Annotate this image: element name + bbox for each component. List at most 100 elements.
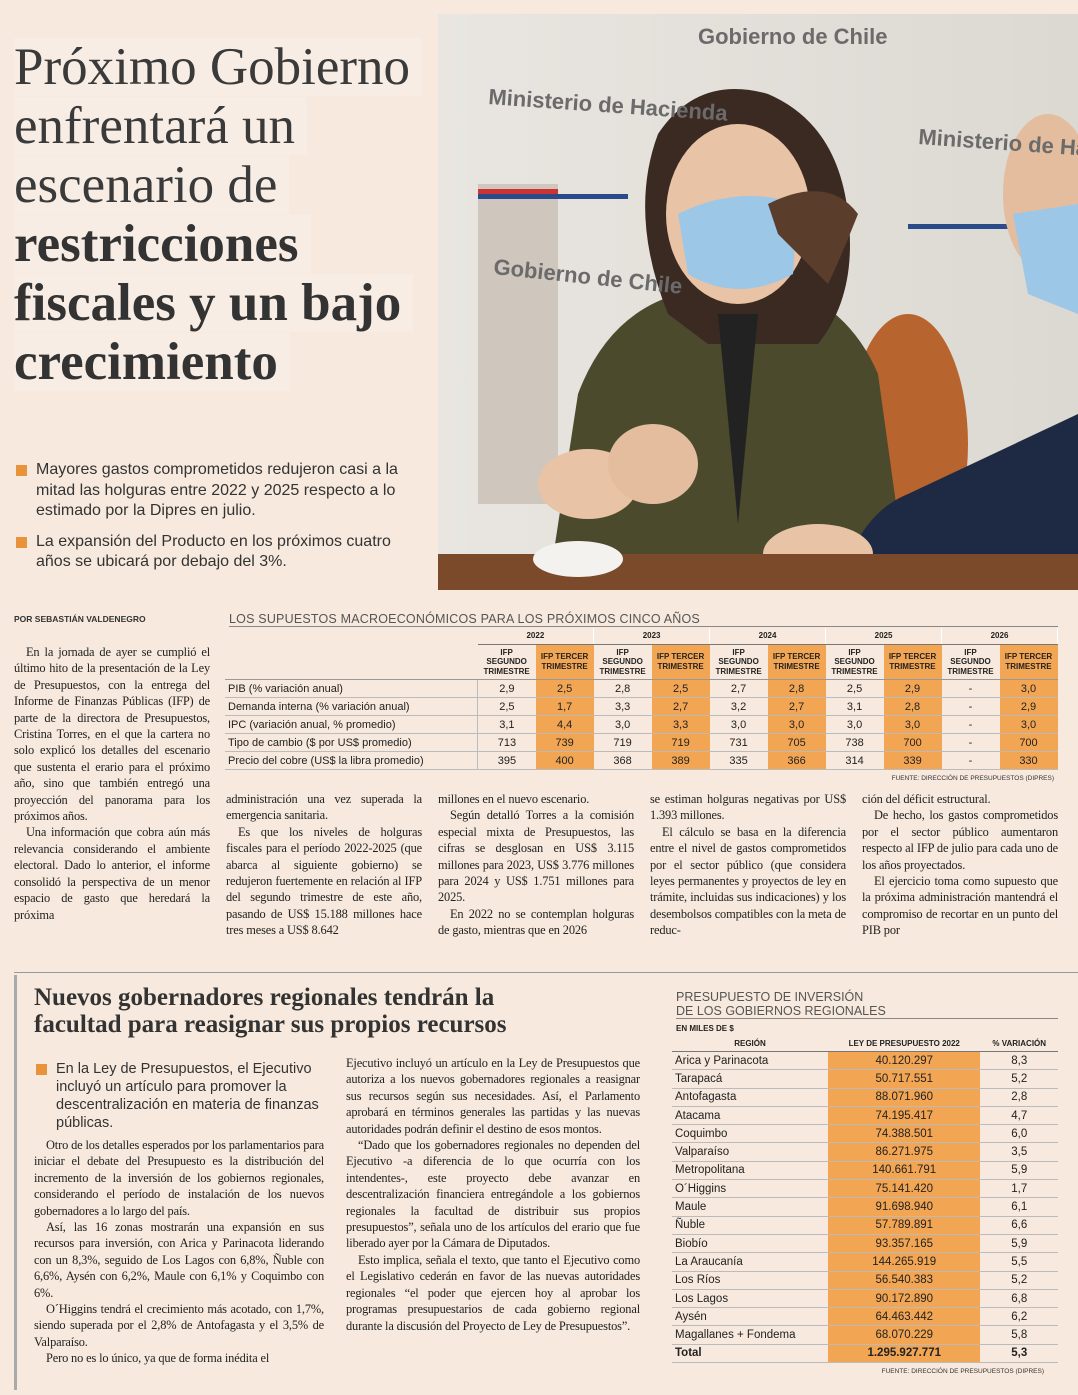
cell: -	[941, 697, 1000, 716]
header-row: REGIÓN LEY DE PRESUPUESTO 2022% VARIACIÓN	[672, 1036, 1058, 1052]
region: Tarapacá	[672, 1069, 828, 1089]
bullet: Mayores gastos comprometidos redujeron c…	[14, 460, 424, 522]
text-column: En la jornada de ayer se cumplió el últi…	[14, 644, 210, 923]
row-label: IPC (variación anual, % promedio)	[225, 715, 479, 734]
cell: 2,7	[709, 679, 768, 698]
cell: 330	[999, 751, 1058, 770]
data-row: Aysén 64.463.442 6,2	[672, 1307, 1058, 1327]
data-row: Atacama 74.195.417 4,7	[672, 1106, 1058, 1126]
paragraph: Es que los niveles de holguras fiscales …	[226, 824, 422, 938]
title-line: PRESUPUESTO DE INVERSIÓN	[676, 990, 864, 1004]
cell: 3,0	[883, 715, 942, 734]
region: Valparaíso	[672, 1142, 828, 1162]
cell: 335	[709, 751, 768, 770]
region: Magallanes + Fondema	[672, 1325, 828, 1345]
cell: 3,0	[999, 715, 1058, 734]
cell: 5,9	[980, 1161, 1058, 1181]
region: Ñuble	[672, 1216, 828, 1235]
cell: 74.388.501	[828, 1124, 981, 1144]
cell: 2,5	[535, 679, 594, 698]
cell: 2,8	[980, 1088, 1058, 1107]
row-label: PIB (% variación anual)	[225, 679, 479, 698]
subhead: IFP SEGUNDO TRIMESTRE	[941, 644, 1000, 680]
table-title: LOS SUPUESTOS MACROECONÓMICOS PARA LOS P…	[229, 612, 1058, 627]
cell: 4,4	[535, 715, 594, 734]
data-row: Los Lagos 90.172.890 6,8	[672, 1289, 1058, 1309]
cell: 2,9	[477, 679, 536, 698]
cell: 3,0	[709, 715, 768, 734]
cell: 2,8	[593, 679, 652, 698]
cell: 57.789.891	[828, 1216, 981, 1235]
paragraph: Una información que cobra aún más releva…	[14, 825, 210, 922]
text-column: se estiman holguras negativas por US$ 1.…	[650, 791, 846, 939]
cell: 719	[651, 733, 710, 752]
paragraph: Otro de los detalles esperados por los p…	[34, 1138, 324, 1218]
subhead: IFP SEGUNDO TRIMESTRE	[593, 644, 652, 680]
cell: 64.463.442	[828, 1307, 981, 1327]
cell: 6,0	[980, 1124, 1058, 1144]
title-line: DE LOS GOBIERNOS REGIONALES	[676, 1004, 886, 1018]
cell: 5,8	[980, 1325, 1058, 1345]
cell: 40.120.297	[828, 1051, 981, 1071]
paragraph: El cálculo se basa en la diferencia entr…	[650, 824, 846, 938]
data-row: Los Ríos 56.540.383 5,2	[672, 1271, 1058, 1290]
data-row: Ñuble 57.789.891 6,6	[672, 1216, 1058, 1235]
cell: 6,1	[980, 1197, 1058, 1217]
paragraph: se estiman holguras negativas por US$ 1.…	[650, 792, 846, 823]
cell: 3,0	[767, 715, 826, 734]
headline-text: crecimiento	[14, 333, 290, 391]
cell: -	[941, 679, 1000, 698]
data-row: Arica y Parinacota 40.120.297 8,3	[672, 1051, 1058, 1071]
row-label: Tipo de cambio ($ por US$ promedio)	[225, 733, 479, 752]
bullet: La expansión del Producto en los próximo…	[14, 532, 424, 573]
bullet-square	[16, 465, 27, 476]
paragraph: El ejercicio toma como supuesto que la p…	[862, 874, 1058, 938]
text-column: administración una vez superada la emerg…	[226, 791, 422, 939]
cell: 56.540.383	[828, 1271, 981, 1290]
cell: 91.698.940	[828, 1197, 981, 1217]
paragraph: Ejecutivo incluyó un artículo en la Ley …	[346, 1056, 640, 1136]
cell: 1,7	[980, 1179, 1058, 1199]
cell: 2,5	[825, 679, 884, 698]
paragraph: millones en el nuevo escenario.	[438, 792, 590, 806]
headline-line: Próximo Gobierno	[14, 38, 422, 97]
data-row: O´Higgins 75.141.420 1,7	[672, 1179, 1058, 1199]
text-column: Otro de los detalles esperados por los p…	[34, 1137, 324, 1367]
data-row: Biobío 93.357.165 5,9	[672, 1234, 1058, 1254]
region: Aysén	[672, 1307, 828, 1327]
bullet-text: En la Ley de Presupuestos, el Ejecutivo …	[56, 1061, 319, 1131]
column-header: LEY DE PRESUPUESTO 2022	[828, 1036, 981, 1052]
cell: 93.357.165	[828, 1234, 981, 1254]
year: 2026	[941, 628, 1058, 645]
subhead: IFP TERCER TRIMESTRE	[767, 644, 826, 680]
subhead: IFP TERCER TRIMESTRE	[535, 644, 594, 680]
region: Metropolitana	[672, 1161, 828, 1181]
paragraph: Según detalló Torres a la comisión espec…	[438, 808, 634, 905]
headline: Próximo Gobierno enfrentará un escenario d…	[14, 38, 422, 392]
cell: 3,2	[709, 697, 768, 716]
blank	[225, 644, 478, 680]
blank	[225, 628, 478, 644]
cell: 2,5	[651, 679, 710, 698]
cell: 2,8	[883, 697, 942, 716]
cell: 719	[593, 733, 652, 752]
bullet-text: Mayores gastos comprometidos redujeron c…	[36, 461, 398, 519]
bullets: Mayores gastos comprometidos redujeron c…	[14, 460, 424, 583]
headline-line: crecimiento	[14, 333, 422, 392]
cell: 6,8	[980, 1289, 1058, 1309]
year-row: 2022 2023 2024 2025 2026	[225, 628, 1058, 645]
cell: 389	[651, 751, 710, 770]
cell: 3,1	[477, 715, 536, 734]
cell: -	[941, 751, 1000, 770]
cell: 5,9	[980, 1234, 1058, 1254]
cell: 5,2	[980, 1069, 1058, 1089]
cell: 705	[767, 733, 826, 752]
region: Biobío	[672, 1234, 828, 1254]
cell: 739	[535, 733, 594, 752]
year: 2022	[477, 628, 595, 645]
unit: EN MILES DE $	[676, 1024, 734, 1033]
cell: 3,3	[593, 697, 652, 716]
region: Atacama	[672, 1106, 828, 1126]
subhead: IFP SEGUNDO TRIMESTRE	[825, 644, 884, 680]
data-row: Maule 91.698.940 6,1	[672, 1197, 1058, 1217]
